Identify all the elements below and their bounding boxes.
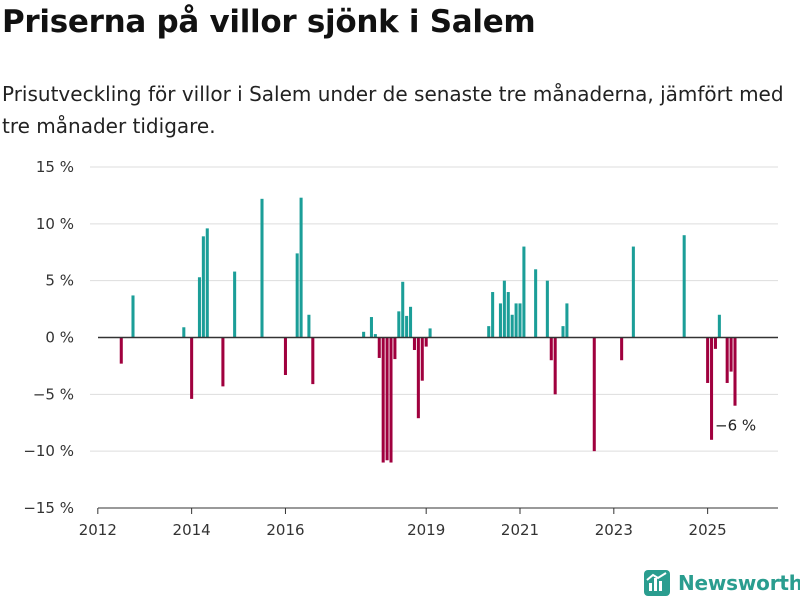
- bar: [197, 277, 201, 338]
- x-tick-label: 2023: [595, 521, 633, 539]
- bar: [514, 303, 518, 338]
- bar: [506, 292, 510, 338]
- bar: [307, 314, 311, 338]
- bar: [311, 337, 315, 385]
- y-tick-label: 15 %: [36, 158, 74, 176]
- bar: [409, 306, 413, 338]
- bar: [221, 337, 225, 387]
- bar: [190, 337, 194, 399]
- bar: [205, 228, 209, 338]
- brand-name: Newsworthy: [678, 571, 800, 595]
- bar-chart: 15 % 10 % 5 % 0 % −5 % −10 % −15 % 2012 2014 2016…: [23, 158, 778, 539]
- bar: [420, 337, 424, 381]
- bar: [385, 337, 389, 461]
- bar: [119, 337, 123, 364]
- bar: [393, 337, 397, 360]
- bar: [561, 326, 565, 338]
- bar: [487, 326, 491, 338]
- bar: [389, 337, 393, 463]
- bar: [631, 246, 635, 338]
- y-tick-label: 0 %: [45, 329, 74, 347]
- chart-title: Priserna på villor sjönk i Salem: [2, 4, 536, 40]
- y-tick-label: 5 %: [45, 272, 74, 290]
- x-tick-label: 2016: [266, 521, 304, 539]
- bar: [233, 271, 237, 338]
- bar: [369, 317, 373, 338]
- x-tick-label: 2014: [173, 521, 211, 539]
- bar: [717, 314, 721, 338]
- bar: [713, 337, 717, 349]
- bar: [592, 337, 596, 452]
- newsworthy-logo-icon: [644, 570, 670, 596]
- bar: [522, 246, 526, 338]
- bar: [131, 295, 135, 338]
- bar: [373, 334, 377, 338]
- bar: [502, 280, 506, 338]
- x-tick-label: 2025: [689, 521, 727, 539]
- bar: [299, 197, 303, 338]
- x-tick-label: 2019: [407, 521, 445, 539]
- bar: [397, 311, 401, 338]
- bar: [498, 303, 502, 338]
- bar: [553, 337, 557, 395]
- bar: [733, 337, 737, 406]
- x-tick-label: 2021: [501, 521, 539, 539]
- bar: [725, 337, 729, 383]
- bar: [534, 269, 538, 338]
- bar: [428, 328, 432, 338]
- bar: [416, 337, 420, 419]
- bar: [729, 337, 733, 372]
- bar: [377, 337, 381, 358]
- bar: [362, 331, 366, 338]
- y-tick-label: 10 %: [36, 215, 74, 233]
- bar: [706, 337, 710, 383]
- bar: [682, 235, 686, 338]
- y-tick-label: −5 %: [33, 385, 74, 403]
- bar: [565, 303, 569, 338]
- y-tick-label: −15 %: [23, 499, 74, 517]
- annotation-label: −6 %: [715, 417, 756, 435]
- bar: [518, 303, 522, 338]
- bar: [283, 337, 287, 376]
- bar: [401, 281, 405, 338]
- bar: [201, 236, 205, 338]
- chart-subtitle: Prisutveckling för villor i Salem under …: [2, 82, 784, 138]
- y-tick-label: −10 %: [23, 442, 74, 460]
- bar: [510, 314, 514, 338]
- bar: [182, 327, 186, 338]
- bar: [295, 253, 299, 338]
- bar: [412, 337, 416, 351]
- bar: [545, 280, 549, 338]
- bar: [260, 198, 264, 338]
- x-tick-label: 2012: [79, 521, 117, 539]
- bar: [381, 337, 385, 463]
- bar: [405, 315, 409, 338]
- bar: [620, 337, 624, 361]
- bar: [491, 292, 495, 338]
- bar: [549, 337, 553, 361]
- brand-logo: Newsworthy: [644, 568, 800, 598]
- bar: [710, 337, 714, 440]
- bar: [424, 337, 428, 347]
